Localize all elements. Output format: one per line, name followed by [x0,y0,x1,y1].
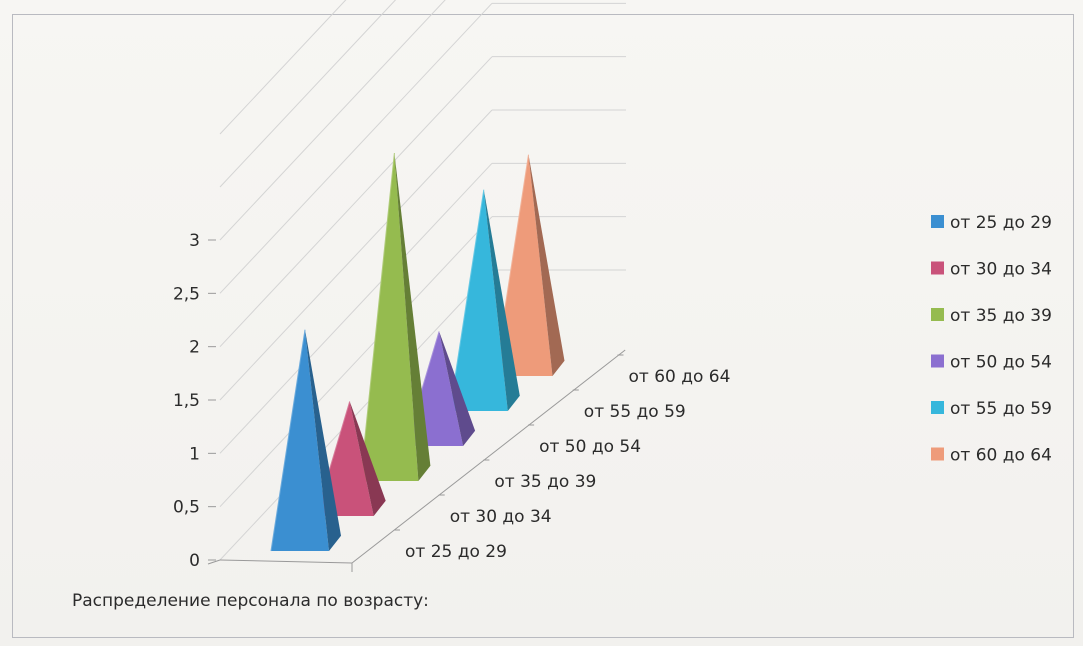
grid-line [219,162,493,454]
grid-line [219,109,493,401]
y-tick-label: 2 [189,338,200,358]
legend-swatch [931,215,944,228]
pyramid-side-face [349,401,386,516]
legend-entry-label: от 55 до 59 [950,399,1052,419]
chart-frame [12,14,1074,638]
pyramid-front-face [360,153,419,481]
pyramid-front-face [494,154,553,376]
pyramid-bar [359,152,431,482]
category-labels: от 25 до 29 от 30 до 34 от 35 до 39 от 50 д… [394,354,731,562]
y-axis-ticks: 0 0,5 1 1,5 2 2,5 3 [173,231,216,571]
x-axis-floor [219,559,353,564]
depth-axis [351,349,626,564]
y-tick-label: 3 [189,231,200,251]
legend-swatch [931,354,944,368]
grid-lines [219,0,626,561]
pyramid-front-face [271,329,329,551]
legend: от 25 до 29 от 30 до 34 от 35 до 39 от 50 д… [931,213,1052,466]
legend-entry-label: от 50 до 54 [950,353,1052,373]
legend-swatch [931,447,944,461]
axes [207,349,626,572]
legend-entry-label: от 60 до 64 [950,446,1052,466]
legend-swatch [931,308,944,321]
category-label: от 30 до 34 [450,507,552,527]
legend-entry-label: от 30 до 34 [950,260,1052,280]
grid-line [219,269,493,561]
category-label: от 55 до 59 [584,402,686,422]
legend-entry-label: от 35 до 39 [950,306,1052,326]
pyramid-edge [270,329,306,552]
x-axis-front [207,559,221,565]
chart-caption: Распределение персонала по возрасту: [72,591,429,611]
pyramid-edge [359,152,395,482]
pyramid-bars [270,152,565,552]
grid-line [219,216,493,508]
pyramid-side-face [439,331,476,446]
category-label: от 35 до 39 [494,472,596,492]
pyramid-front-face [449,189,508,411]
y-tick-label: 1 [189,444,200,464]
y-tick-label: 2,5 [173,284,200,304]
category-label: от 50 до 54 [539,437,641,457]
pyramid-bar [449,189,520,412]
legend-entry-label: от 25 до 29 [950,213,1052,233]
pyramid-bar [270,329,341,552]
grid-line [219,0,397,188]
category-label: от 60 до 64 [629,367,731,387]
pyramid-side-face [483,189,520,411]
y-tick-label: 0 [189,551,200,571]
category-label: от 25 до 29 [405,542,507,562]
y-tick-label: 1,5 [173,391,200,411]
pyramid-side-face [305,329,341,551]
pyramid-side-face [528,154,565,376]
y-tick-label: 0,5 [173,498,200,518]
grid-line [219,0,446,241]
pyramid-side-face [394,153,431,481]
grid-line [219,56,493,348]
legend-swatch [931,261,944,275]
legend-swatch [931,401,944,414]
grid-line [219,0,347,135]
pyramid-edge [449,189,485,412]
grid-line [219,2,493,294]
